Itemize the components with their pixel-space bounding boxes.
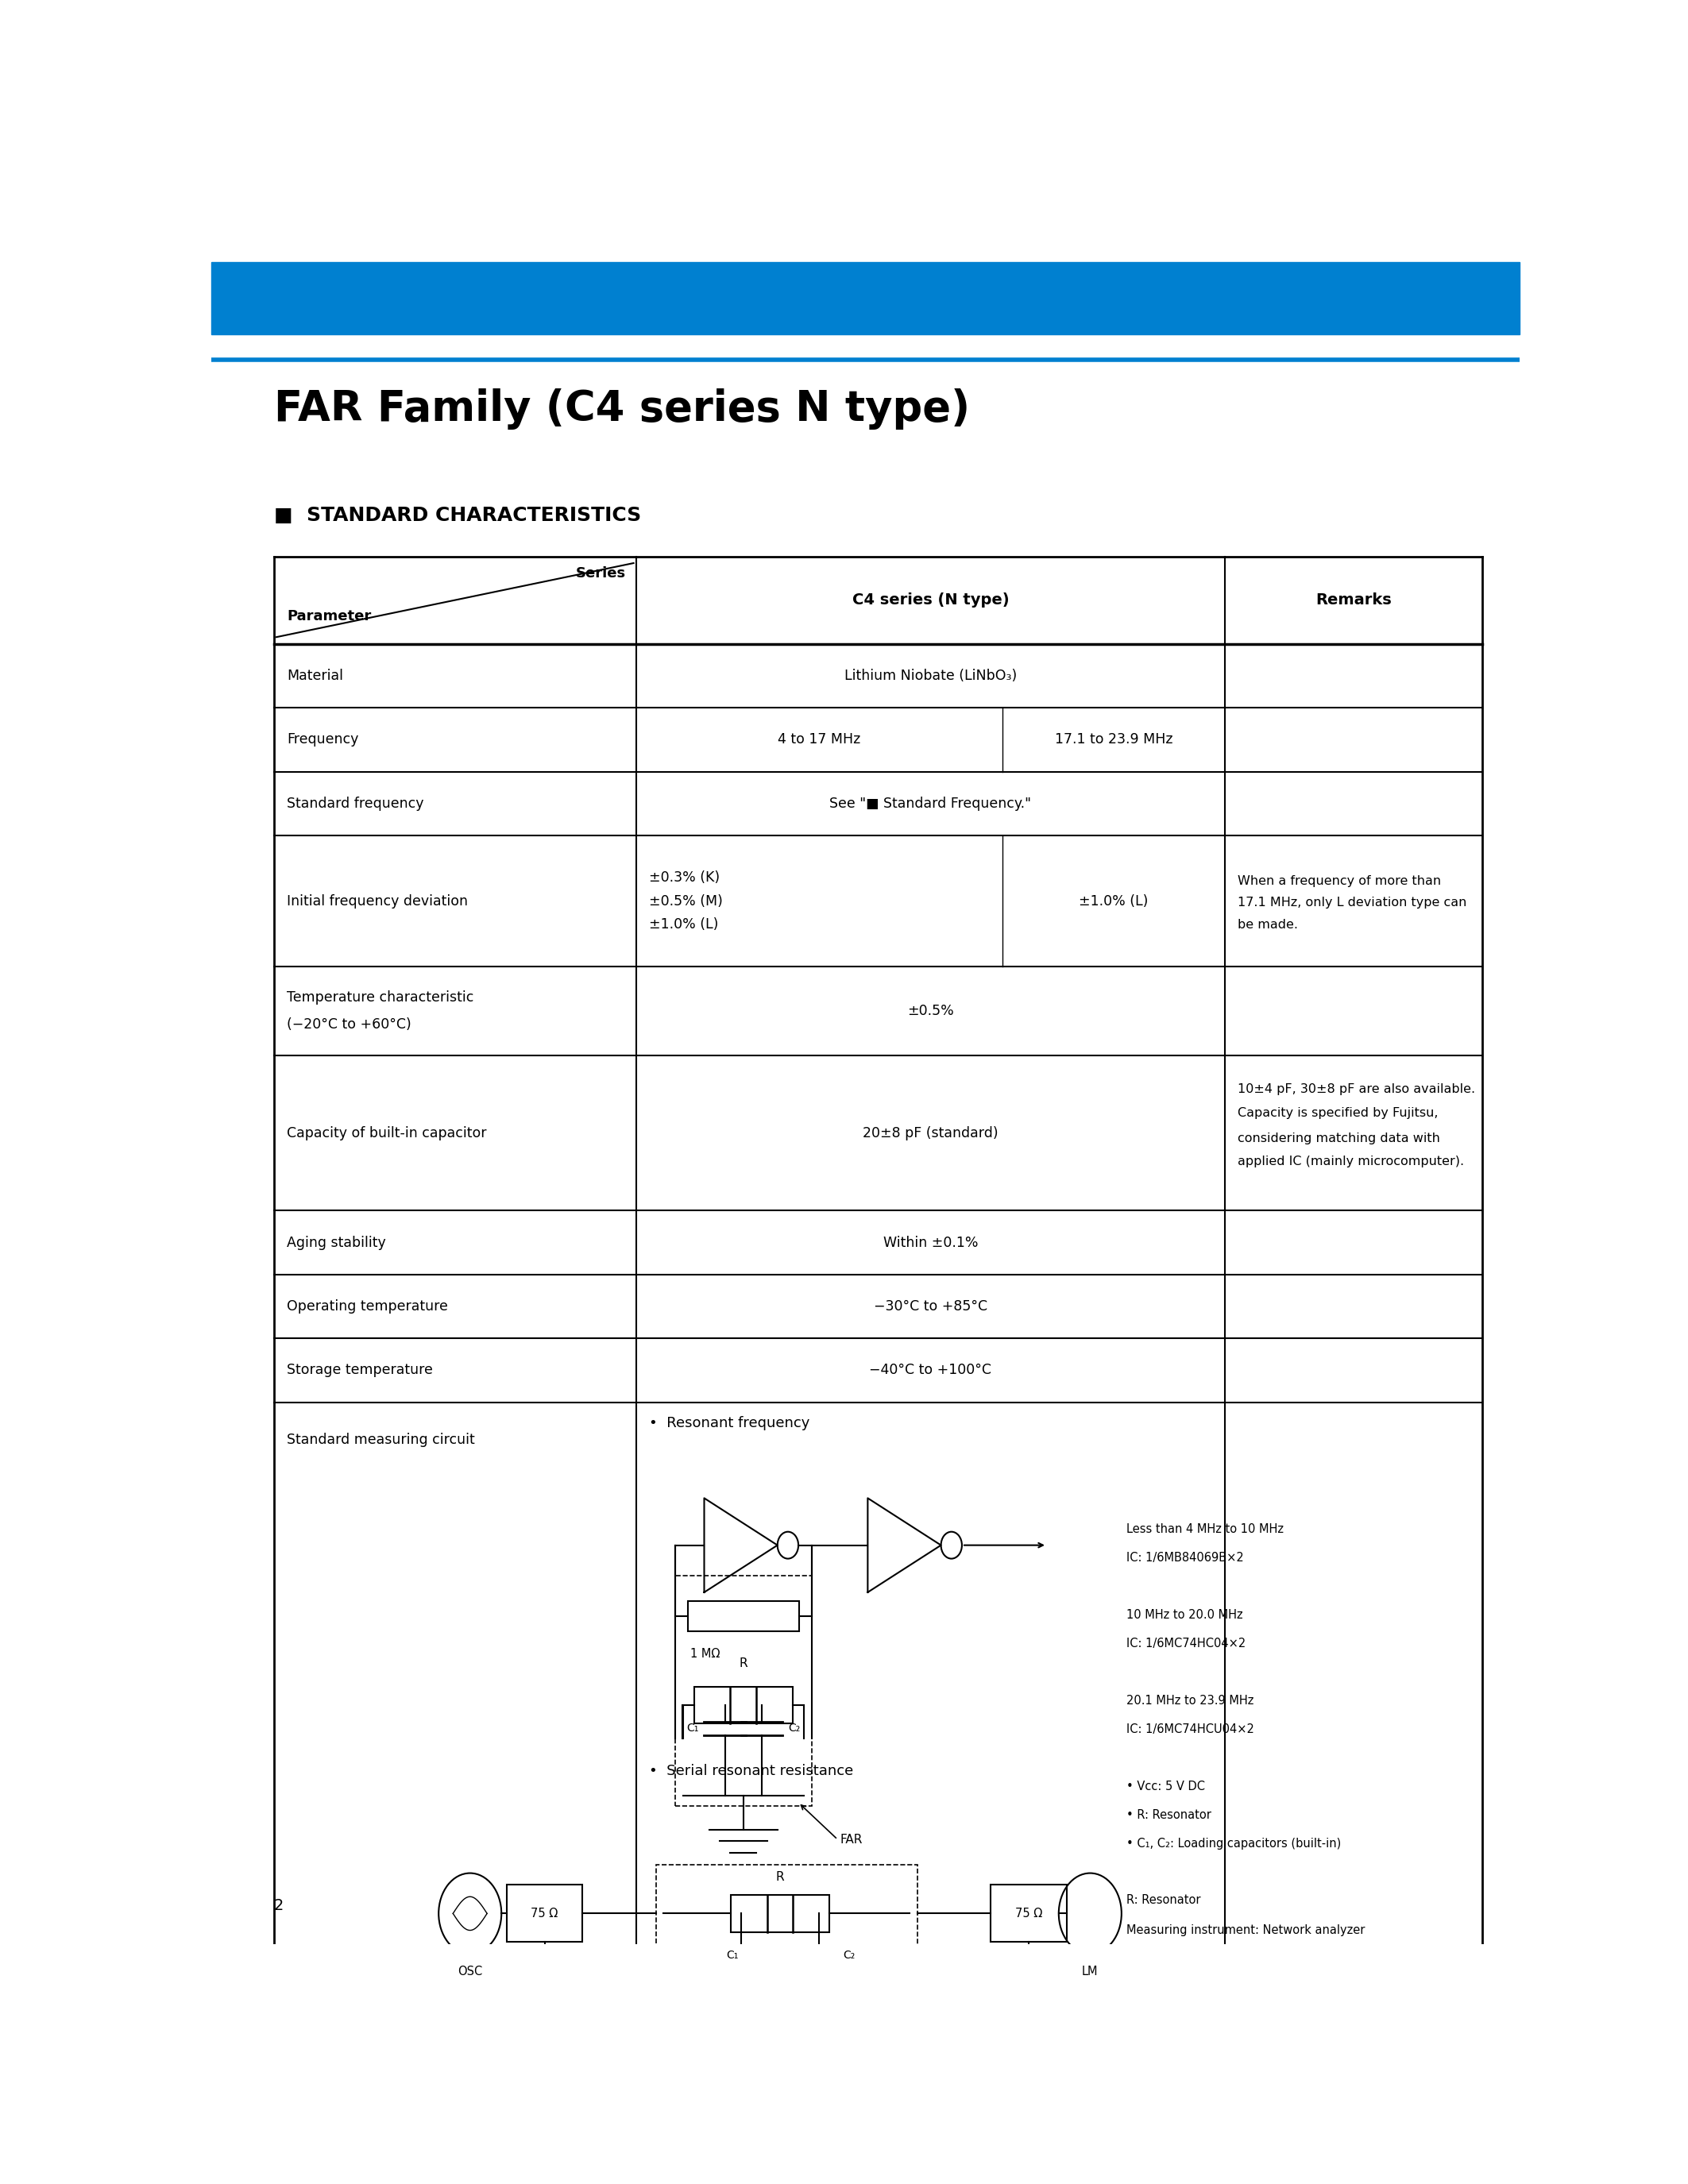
Text: ±1.0% (L): ±1.0% (L) [1079,893,1148,909]
Text: R: R [776,1872,785,1883]
Text: FAR: FAR [841,1835,863,1845]
Text: • Vcc: 5 V DC: • Vcc: 5 V DC [1128,1780,1205,1793]
Text: 10 MHz to 20.0 MHz: 10 MHz to 20.0 MHz [1128,1610,1242,1621]
Text: C4 series (N type): C4 series (N type) [852,592,1009,607]
Text: Standard measuring circuit: Standard measuring circuit [287,1433,474,1446]
Text: 10±4 pF, 30±8 pF are also available.: 10±4 pF, 30±8 pF are also available. [1237,1083,1475,1096]
Text: applied IC (mainly microcomputer).: applied IC (mainly microcomputer). [1237,1155,1465,1168]
Text: IC: 1/6MC74HC04×2: IC: 1/6MC74HC04×2 [1128,1638,1246,1649]
Text: • R: Resonator: • R: Resonator [1128,1808,1212,1821]
Text: C₂: C₂ [788,1723,800,1734]
Bar [731,1896,829,1933]
Text: When a frequency of more than: When a frequency of more than [1237,876,1442,887]
Text: •  Resonant frequency: • Resonant frequency [650,1415,810,1431]
Text: Less than 4 MHz to 10 MHz: Less than 4 MHz to 10 MHz [1128,1524,1285,1535]
Bar [694,1686,792,1723]
Text: R: Resonator: R: Resonator [1128,1894,1202,1907]
Text: 2: 2 [273,1898,284,1913]
Text: −30°C to +85°C: −30°C to +85°C [874,1299,987,1313]
Text: Lithium Niobate (LiNbO₃): Lithium Niobate (LiNbO₃) [844,668,1016,684]
Text: FAR Family (C4 series N type): FAR Family (C4 series N type) [273,389,969,430]
Text: considering matching data with: considering matching data with [1237,1131,1440,1144]
Text: Frequency: Frequency [287,732,358,747]
Text: Capacity of built-in capacitor: Capacity of built-in capacitor [287,1127,486,1140]
Text: 20.1 MHz to 23.9 MHz: 20.1 MHz to 23.9 MHz [1128,1695,1254,1706]
Text: C₁: C₁ [726,1950,738,1961]
Text: Remarks: Remarks [1315,592,1391,607]
Text: OSC: OSC [457,1966,483,1977]
Text: R: R [739,1658,748,1669]
Text: IC: 1/6MC74HCU04×2: IC: 1/6MC74HCU04×2 [1128,1723,1254,1736]
Text: ±1.0% (L): ±1.0% (L) [650,917,719,933]
Text: Initial frequency deviation: Initial frequency deviation [287,893,468,909]
Text: Standard frequency: Standard frequency [287,797,424,810]
Text: Operating temperature: Operating temperature [287,1299,447,1313]
Text: 17.1 to 23.9 MHz: 17.1 to 23.9 MHz [1055,732,1173,747]
Text: 17.1 MHz, only L deviation type can: 17.1 MHz, only L deviation type can [1237,898,1467,909]
Text: Storage temperature: Storage temperature [287,1363,432,1378]
Bar [687,1601,798,1631]
Text: 75 Ω: 75 Ω [532,1907,559,1920]
Text: 4 to 17 MHz: 4 to 17 MHz [778,732,861,747]
Text: Parameter: Parameter [287,609,371,625]
Text: ±0.5% (M): ±0.5% (M) [650,893,722,909]
Text: (−20°C to +60°C): (−20°C to +60°C) [287,1018,412,1031]
Text: Material: Material [287,668,343,684]
Text: IC: 1/6MB84069B×2: IC: 1/6MB84069B×2 [1128,1553,1244,1564]
Text: 75 Ω: 75 Ω [1014,1907,1041,1920]
Text: ■  STANDARD CHARACTERISTICS: ■ STANDARD CHARACTERISTICS [273,507,641,524]
Text: C₂: C₂ [842,1950,856,1961]
Text: C₁: C₁ [687,1723,699,1734]
Text: −40°C to +100°C: −40°C to +100°C [869,1363,991,1378]
Text: Aging stability: Aging stability [287,1236,387,1249]
Text: Within ±0.1%: Within ±0.1% [883,1236,977,1249]
Text: Temperature characteristic: Temperature characteristic [287,992,474,1005]
Text: 1 MΩ: 1 MΩ [690,1647,721,1660]
Text: ±0.5%: ±0.5% [906,1005,954,1018]
Text: Series: Series [576,566,626,581]
Text: •  Serial resonant resistance: • Serial resonant resistance [650,1765,854,1778]
Text: be made.: be made. [1237,919,1298,930]
Text: 20±8 pF (standard): 20±8 pF (standard) [863,1127,998,1140]
Text: See "■ Standard Frequency.": See "■ Standard Frequency." [829,797,1031,810]
Text: Capacity is specified by Fujitsu,: Capacity is specified by Fujitsu, [1237,1107,1438,1118]
Text: LM: LM [1082,1966,1099,1977]
Text: • C₁, C₂: Loading capacitors (built-in): • C₁, C₂: Loading capacitors (built-in) [1128,1837,1342,1850]
Text: Measuring instrument: Network analyzer: Measuring instrument: Network analyzer [1128,1924,1366,1937]
Bar [211,262,1519,334]
Text: ±0.3% (K): ±0.3% (K) [650,871,721,885]
